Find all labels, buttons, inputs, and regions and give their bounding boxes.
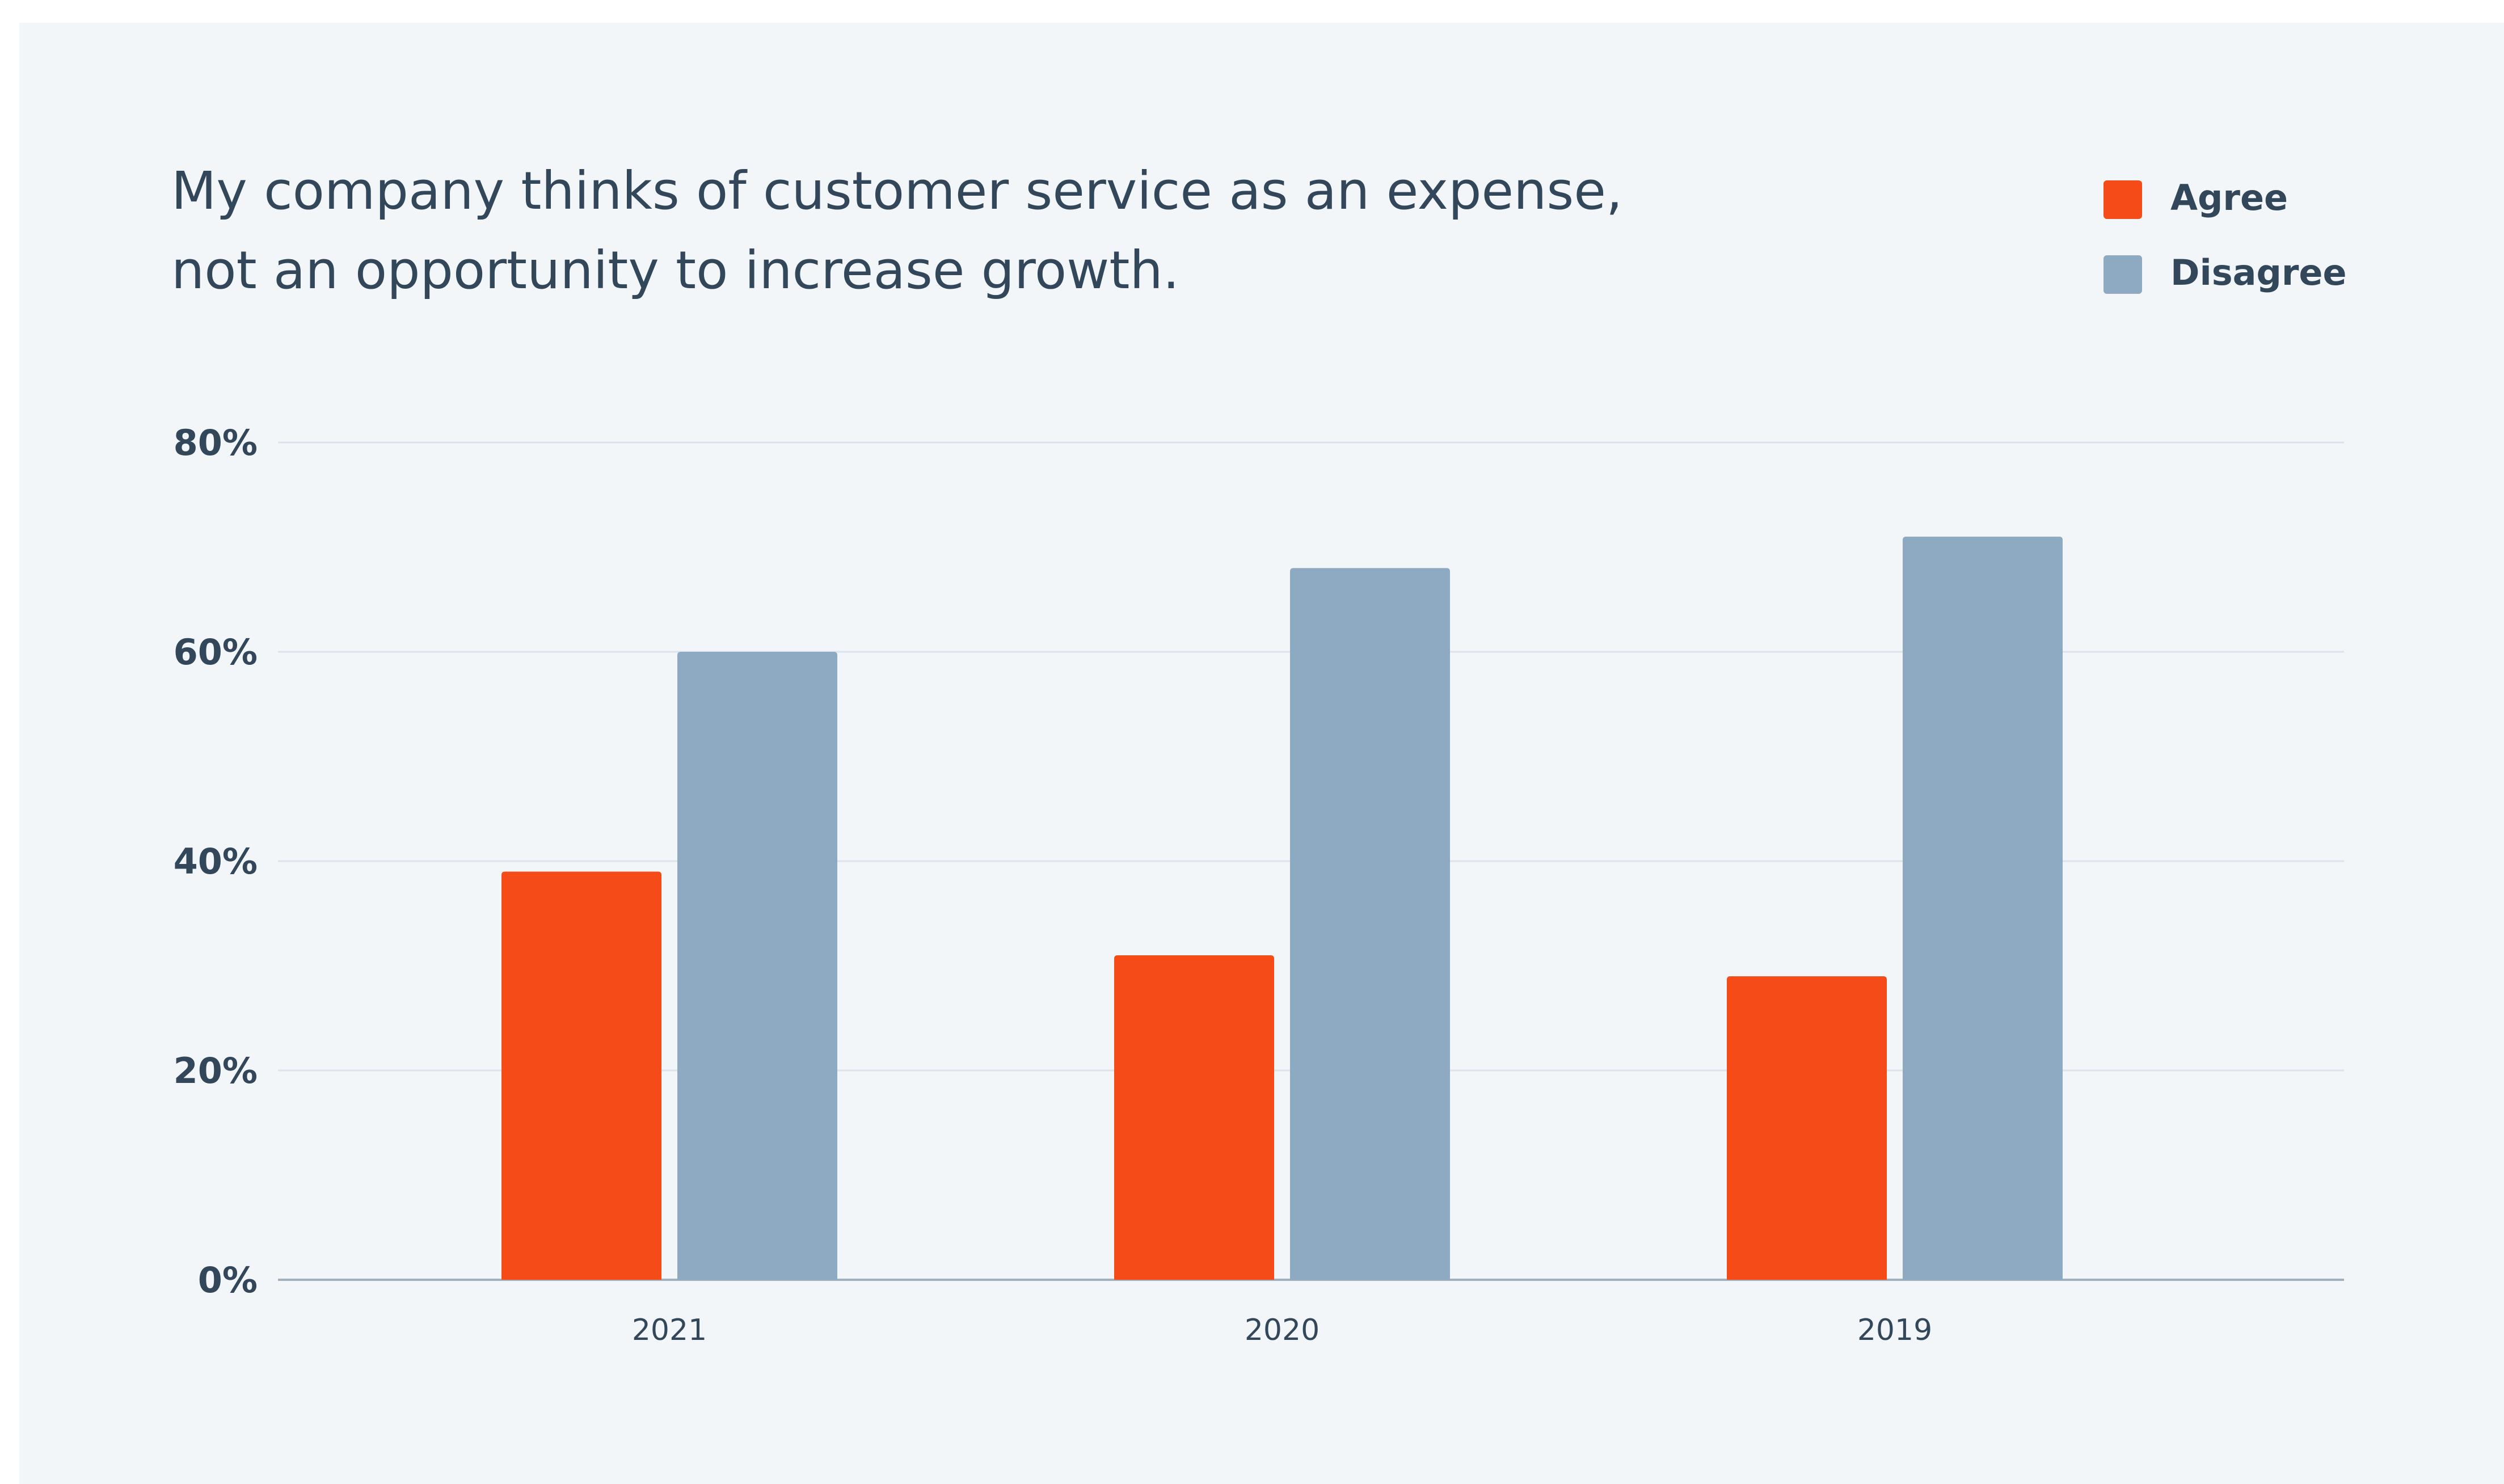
y-tick-label: 80% [174, 422, 258, 463]
legend: Agree Disagree [2103, 177, 2347, 294]
legend-swatch-disagree [2103, 255, 2142, 294]
y-axis-ticks: 0% 20% 40% 60% 80% [174, 422, 258, 1301]
y-tick-label: 60% [174, 631, 258, 673]
legend-swatch-agree [2103, 180, 2142, 219]
x-tick-label: 2021 [632, 1313, 707, 1347]
bar-disagree-2021 [677, 652, 837, 1280]
legend-label-agree: Agree [2170, 177, 2288, 218]
x-axis-ticks: 2021 2020 2019 [632, 1313, 1932, 1347]
y-tick-label: 0% [198, 1259, 258, 1301]
x-tick-label: 2020 [1245, 1313, 1320, 1347]
y-tick-label: 20% [174, 1050, 258, 1091]
chart-title-line-1: My company thinks of customer service as… [171, 161, 1622, 221]
x-tick-label: 2019 [1857, 1313, 1932, 1347]
bar-disagree-2020 [1290, 568, 1450, 1280]
bars [501, 537, 2063, 1280]
bar-agree-2020 [1114, 955, 1274, 1280]
bar-agree-2019 [1727, 976, 1887, 1280]
legend-label-disagree: Disagree [2170, 252, 2347, 293]
chart-title-line-2: not an opportunity to increase growth. [171, 240, 1179, 301]
bar-disagree-2019 [1903, 537, 2063, 1280]
y-tick-label: 40% [174, 841, 258, 882]
bar-agree-2021 [501, 871, 661, 1280]
